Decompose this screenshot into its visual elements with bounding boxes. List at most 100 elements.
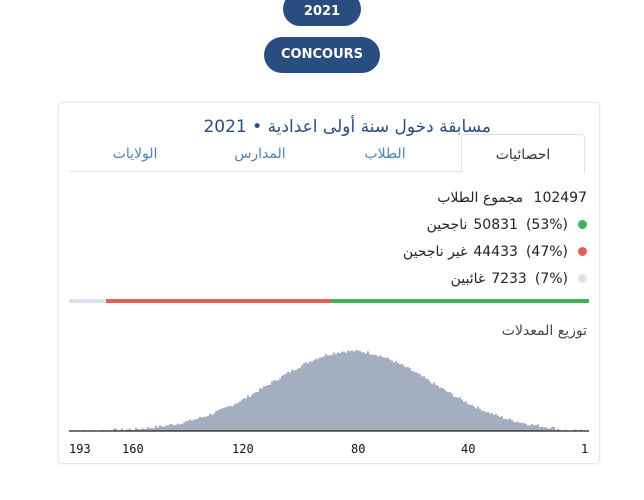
histogram-bar <box>313 360 315 431</box>
tab-statistics[interactable]: احصائيات <box>461 134 585 173</box>
histogram-bar <box>283 374 285 431</box>
histogram-bar <box>279 378 281 431</box>
histogram-bar <box>259 388 261 431</box>
histogram-bar <box>195 419 197 431</box>
stat-passed: (53%) 50831 ناجحين <box>427 217 587 233</box>
histogram-bar <box>219 409 221 431</box>
tab-bar: احصائيات الطلاب المدارس الولايات <box>69 134 585 173</box>
histogram-bar <box>113 428 115 431</box>
histogram-bar <box>265 385 267 431</box>
axis-tick: 193 <box>69 442 91 456</box>
histogram-bar <box>233 404 235 431</box>
card-title: مسابقة دخول سنة أولى اعدادية • 2021 <box>203 117 491 137</box>
histogram-bar <box>125 429 127 431</box>
histogram-bar <box>533 425 535 431</box>
histogram-bar <box>425 378 427 431</box>
histogram-bar <box>379 355 381 431</box>
histogram-bar <box>543 427 545 431</box>
histogram-bar <box>267 384 269 431</box>
passed-dot-icon <box>578 219 587 229</box>
histogram-bar <box>353 351 355 431</box>
histogram-bar <box>253 392 255 431</box>
histogram-bar <box>377 356 379 431</box>
histogram-bar <box>503 418 505 431</box>
stats-card: مسابقة دخول سنة أولى اعدادية • 2021 احصا… <box>58 102 600 464</box>
histogram-bar <box>213 413 215 431</box>
histogram-bar <box>531 423 533 431</box>
histogram-bar <box>275 380 277 431</box>
histogram-bar <box>391 360 393 431</box>
histogram-bar <box>289 372 291 431</box>
histogram-bar <box>317 359 319 431</box>
histogram-bar <box>535 425 537 431</box>
tab-states[interactable]: الولايات <box>112 146 158 162</box>
total-value: 102497 <box>533 190 587 206</box>
histogram-bar <box>175 424 177 431</box>
tab-students[interactable]: الطلاب <box>364 146 406 162</box>
histogram-bar <box>407 366 409 431</box>
year-badge[interactable]: 2021 <box>283 0 361 26</box>
histogram-bar <box>545 427 547 431</box>
histogram-bar <box>181 423 183 431</box>
histogram-bar <box>241 399 243 431</box>
axis-tick: 80 <box>351 442 366 456</box>
tab-schools[interactable]: المدارس <box>234 146 286 162</box>
histogram-bar <box>409 368 411 431</box>
histogram-bar <box>401 363 403 431</box>
histogram-bar <box>239 401 241 431</box>
histogram-bar <box>341 351 343 431</box>
histogram-bar <box>361 352 363 431</box>
histogram-bar <box>413 371 415 431</box>
histogram-bar <box>469 404 471 431</box>
histogram-bar <box>483 410 485 431</box>
histogram-bar <box>373 354 375 431</box>
histogram-bar <box>203 416 205 431</box>
histogram-bar <box>335 353 337 431</box>
histogram-bar <box>305 362 307 431</box>
histogram-bar <box>327 355 329 431</box>
histogram-bar <box>311 361 313 431</box>
histogram-bar <box>257 392 259 431</box>
histogram-bar <box>223 407 225 431</box>
histogram-bar <box>421 376 423 431</box>
histogram-bar <box>277 380 279 431</box>
histogram-bar <box>565 429 567 431</box>
histogram-bar <box>479 408 481 431</box>
progress-failed-segment <box>105 299 332 303</box>
histogram-bar <box>489 413 491 431</box>
histogram-bar <box>415 372 417 431</box>
histogram-bar <box>527 425 529 431</box>
histogram-bar <box>251 394 253 431</box>
histogram-bar <box>363 352 365 431</box>
histogram-bar <box>231 406 233 431</box>
histogram-bar <box>121 428 123 431</box>
histogram-bar <box>301 365 303 431</box>
histogram-bar <box>149 428 151 431</box>
histogram-bar <box>287 371 289 431</box>
histogram-bar <box>285 373 287 431</box>
histogram-bar <box>381 356 383 431</box>
failed-label: غير ناجحين <box>402 244 468 260</box>
histogram-bar <box>387 357 389 431</box>
histogram-bar <box>529 425 531 431</box>
histogram-bar <box>209 413 211 431</box>
histogram-bar <box>187 420 189 431</box>
histogram-bar <box>537 424 539 431</box>
histogram-bar <box>303 363 305 431</box>
histogram-bar <box>375 355 377 431</box>
histogram-bar <box>139 429 141 431</box>
histogram-bar <box>359 350 361 431</box>
histogram-bar <box>551 426 553 431</box>
histogram-bar <box>579 429 581 431</box>
histogram-bar <box>435 384 437 431</box>
histogram-bar <box>389 359 391 431</box>
stat-total: 102497 مجموع الطلاب <box>437 190 587 206</box>
histogram-bar <box>485 412 487 431</box>
histogram-bar <box>205 416 207 431</box>
histogram-bar <box>365 353 367 431</box>
histogram-bar <box>147 427 149 431</box>
histogram-bar <box>423 376 425 431</box>
histogram-bar <box>515 422 517 431</box>
histogram-bar <box>199 416 201 431</box>
concours-button[interactable]: CONCOURS <box>264 37 380 73</box>
